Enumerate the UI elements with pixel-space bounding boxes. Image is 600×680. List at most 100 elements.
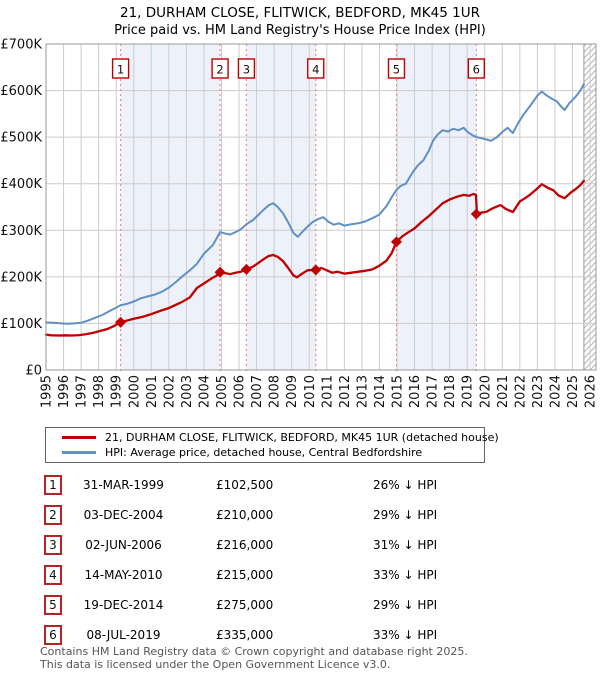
footer-line-1: Contains HM Land Registry data © Crown c…	[40, 645, 468, 658]
x-axis-label: 2001	[145, 375, 160, 408]
y-axis-label: £700K	[0, 38, 42, 53]
price-paid-line-swatch	[62, 436, 96, 439]
sale-number-badge: 2	[44, 505, 62, 525]
ownership-band	[396, 44, 477, 370]
x-axis-label: 2005	[215, 375, 230, 408]
sale-number-box	[237, 58, 256, 79]
x-axis-label: 2006	[233, 375, 248, 408]
x-axis-label: 2024	[548, 375, 563, 408]
legend-label: HPI: Average price, detached house, Cent…	[105, 446, 423, 459]
legend-item-hpi: HPI: Average price, detached house, Cent…	[46, 445, 484, 460]
sale-number-badge: 3	[44, 535, 62, 555]
hpi-line-swatch	[62, 451, 96, 454]
sale-date: 02-JUN-2006	[85, 538, 162, 552]
x-axis-label: 2002	[162, 375, 177, 408]
x-axis-label: 2022	[513, 375, 528, 408]
sale-table-row: 6 08-JUL-2019 £335,000 33% ↓ HPI	[44, 624, 437, 646]
x-axis-label: 2021	[496, 375, 511, 408]
sale-table-row: 4 14-MAY-2010 £215,000 33% ↓ HPI	[44, 564, 437, 586]
x-axis-label: 2010	[303, 375, 318, 408]
sale-vs-hpi: 33% ↓ HPI	[373, 568, 438, 582]
chart-subtitle: Price paid vs. HM Land Registry's House …	[114, 23, 486, 38]
sale-number-box	[467, 58, 486, 79]
sale-number-badge: 5	[44, 595, 62, 615]
sale-marker	[115, 316, 127, 328]
x-axis-label: 2004	[197, 375, 212, 408]
sale-price: £215,000	[216, 568, 274, 582]
sale-number: 6	[473, 63, 480, 77]
sale-date: 14-MAY-2010	[84, 568, 163, 582]
sale-marker	[390, 236, 402, 248]
x-axis-label: 2019	[461, 375, 476, 408]
chart-legend: 21, DURHAM CLOSE, FLITWICK, BEDFORD, MK4…	[45, 427, 499, 463]
x-axis-label: 2009	[285, 375, 300, 408]
sale-vs-hpi: 29% ↓ HPI	[373, 598, 438, 612]
sale-date: 19-DEC-2014	[83, 598, 164, 612]
x-axis-label: 2012	[338, 375, 353, 408]
sale-price: £216,000	[216, 538, 274, 552]
y-axis-label: £400K	[0, 177, 42, 192]
sale-number-badge: 4	[44, 565, 62, 585]
sale-marker	[310, 264, 322, 276]
license-footer: Contains HM Land Registry data © Crown c…	[40, 645, 468, 671]
legend-item-price-paid: 21, DURHAM CLOSE, FLITWICK, BEDFORD, MK4…	[46, 430, 499, 445]
y-axis-label: £600K	[0, 84, 42, 99]
sale-date: 31-MAR-1999	[83, 478, 164, 492]
sale-number-box	[211, 58, 229, 79]
sale-vs-hpi: 33% ↓ HPI	[373, 628, 438, 642]
x-axis-label: 2015	[391, 375, 406, 408]
sale-price: £102,500	[216, 478, 274, 492]
y-axis-label: £0	[25, 364, 42, 379]
sale-vs-hpi: 29% ↓ HPI	[373, 508, 438, 522]
x-axis-label: 2014	[373, 375, 388, 408]
y-axis-label: £100K	[0, 317, 42, 332]
x-axis-label: 2018	[443, 375, 458, 408]
sale-vs-hpi: 31% ↓ HPI	[373, 538, 438, 552]
x-axis-label: 2016	[408, 375, 423, 408]
x-axis-label: 1995	[40, 375, 55, 408]
sale-date: 03-DEC-2004	[83, 508, 164, 522]
sale-number-badge: 6	[44, 625, 62, 645]
price-history-chart: 1 2 3 4 5 6 £0 £100K £200K £300K £400K £500K £600K £7…	[0, 38, 598, 409]
sale-table-row: 2 03-DEC-2004 £210,000 29% ↓ HPI	[44, 504, 437, 526]
price-paid-line	[44, 179, 586, 337]
x-axis-label: 2023	[531, 375, 546, 408]
x-axis-label: 2000	[127, 375, 142, 408]
sale-number-box	[307, 58, 325, 79]
x-axis-label: 2025	[566, 375, 581, 408]
x-axis-label: 1996	[57, 375, 72, 408]
x-axis-label: 2008	[268, 375, 283, 408]
sale-number-box	[387, 58, 406, 79]
sale-number: 2	[216, 63, 223, 77]
sale-date: 08-JUL-2019	[86, 628, 161, 642]
ownership-band	[246, 44, 316, 370]
sale-price: £335,000	[216, 628, 274, 642]
x-axis-label: 1997	[75, 375, 90, 408]
legend-label: 21, DURHAM CLOSE, FLITWICK, BEDFORD, MK4…	[105, 431, 499, 444]
sale-marker	[240, 263, 252, 275]
footer-line-2: This data is licensed under the Open Gov…	[40, 657, 391, 671]
sale-vs-hpi: 26% ↓ HPI	[373, 478, 438, 492]
x-axis-label: 2013	[355, 375, 370, 408]
x-axis-label: 2017	[426, 375, 441, 408]
sale-price: £210,000	[216, 508, 274, 522]
x-axis-label: 1999	[110, 375, 125, 408]
sale-number: 1	[117, 63, 124, 77]
sale-marker	[214, 266, 226, 278]
x-axis-label: 2007	[250, 375, 265, 408]
x-axis-label: 2020	[478, 375, 493, 408]
sale-table-row: 3 02-JUN-2006 £216,000 31% ↓ HPI	[44, 534, 437, 556]
sale-table-row: 5 19-DEC-2014 £275,000 29% ↓ HPI	[44, 594, 437, 616]
sale-number: 3	[243, 63, 250, 77]
sale-number-badge: 1	[44, 475, 62, 495]
sale-price: £275,000	[216, 598, 274, 612]
chart-title: 21, DURHAM CLOSE, FLITWICK, BEDFORD, MK4…	[120, 5, 480, 21]
y-axis-label: £500K	[0, 131, 42, 146]
y-axis-label: £200K	[0, 270, 42, 285]
ownership-band	[120, 44, 221, 370]
sale-marker	[470, 208, 482, 220]
x-axis-label: 2003	[180, 375, 195, 408]
y-axis-label: £300K	[0, 224, 42, 239]
plot-border	[45, 43, 597, 371]
